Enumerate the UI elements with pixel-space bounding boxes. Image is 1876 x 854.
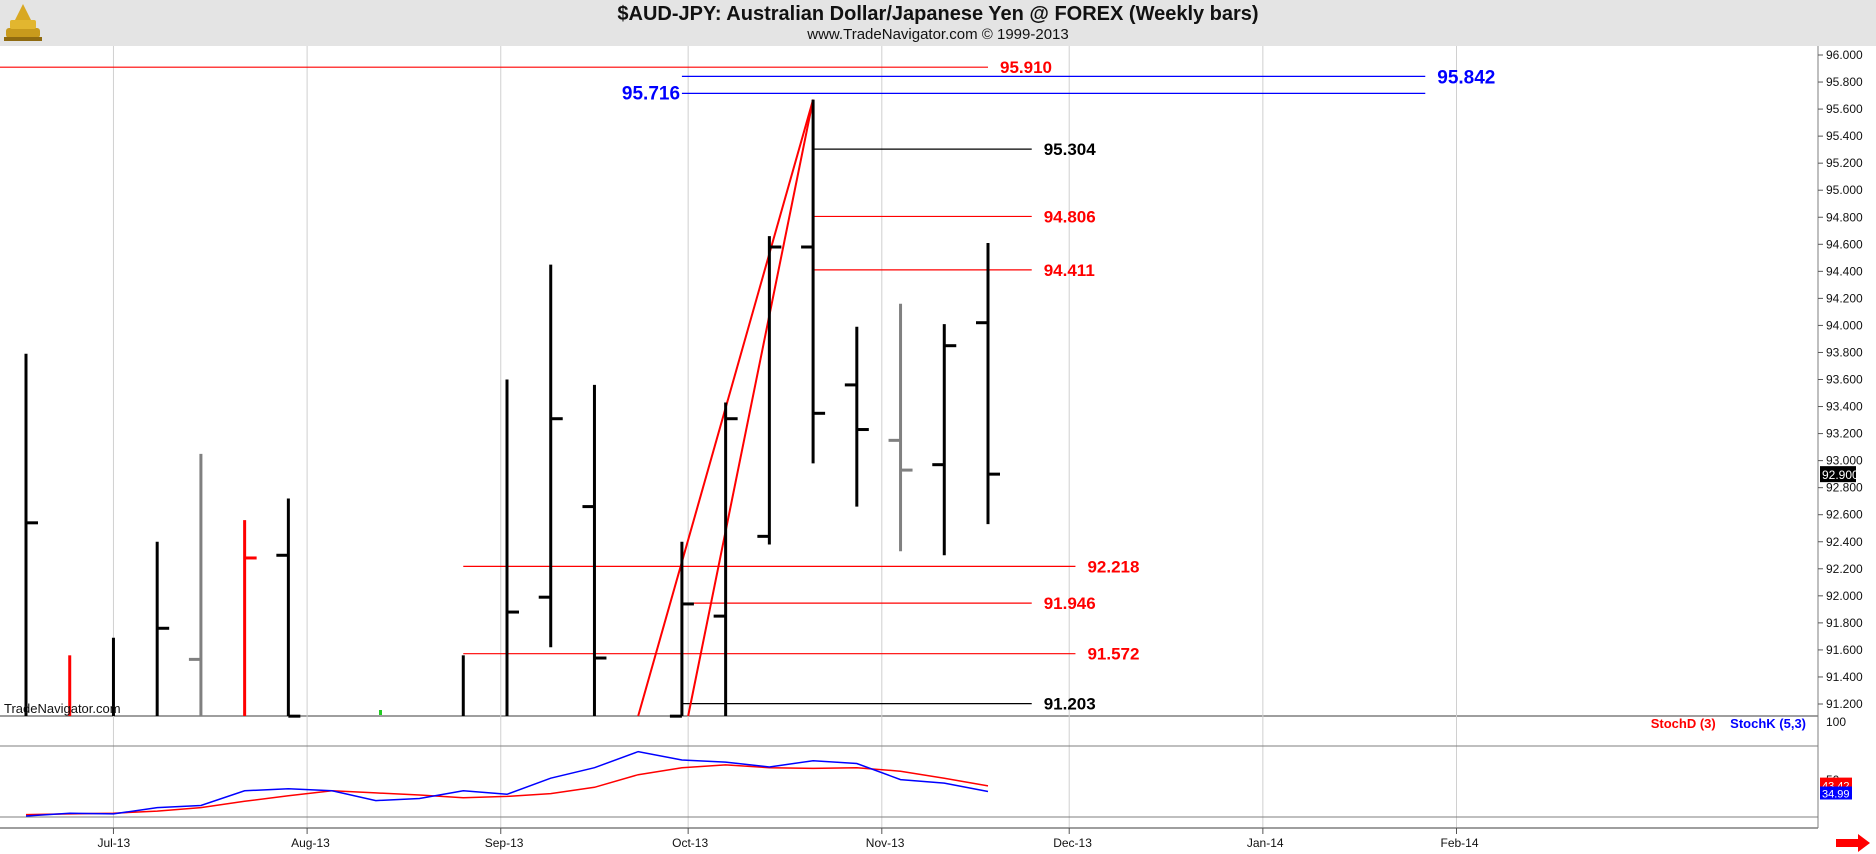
level-label-91.572: 91.572 xyxy=(1087,645,1139,664)
ohlc-bar xyxy=(505,379,519,716)
price-grid xyxy=(0,46,1819,828)
price-tick-label: 93.400 xyxy=(1826,400,1863,414)
ohlc-bar xyxy=(582,384,607,716)
ohlc-bar xyxy=(24,353,38,716)
stoch-d-legend: StochD (3) xyxy=(1650,716,1716,731)
stoch-k-value-box xyxy=(1820,786,1852,800)
price-tick-label: 95.600 xyxy=(1826,102,1863,116)
price-tick-label: 92.000 xyxy=(1826,589,1863,603)
trade-navigator-logo-icon xyxy=(4,4,42,41)
ohlc-bar xyxy=(669,541,694,718)
scroll-right-arrow-icon[interactable] xyxy=(1836,834,1870,852)
date-tick-label: Nov-13 xyxy=(866,836,905,850)
level-label-95.304: 95.304 xyxy=(1044,140,1097,159)
last-price-box xyxy=(1820,466,1856,483)
watermark-text: TradeNavigator.com xyxy=(4,701,121,716)
indicator-legend: StochD (3) StochK (5,3) xyxy=(1651,716,1806,731)
price-tick-label: 91.200 xyxy=(1826,697,1863,711)
date-tick-label: Sep-13 xyxy=(485,836,524,850)
chart-subtitle: www.TradeNavigator.com © 1999-2013 xyxy=(807,26,1069,43)
ohlc-bar xyxy=(276,498,301,718)
level-label-95.716: 95.716 xyxy=(622,83,680,104)
price-tick-label: 95.400 xyxy=(1826,129,1863,143)
date-tick-label: Jan-14 xyxy=(1247,836,1284,850)
ohlc-bar xyxy=(801,99,826,464)
ohlc-bar xyxy=(188,453,203,716)
last-price-label: 92.900 xyxy=(1822,468,1859,482)
price-axis: 96.000 95.800 95.600 95.400 95.200 95.000 94.8… xyxy=(1818,48,1863,711)
price-tick-label: 95.200 xyxy=(1826,156,1863,170)
level-label-95.842: 95.842 xyxy=(1437,67,1495,88)
price-bars xyxy=(24,99,1000,718)
price-tick-label: 95.800 xyxy=(1826,75,1863,89)
price-tick-label: 96.000 xyxy=(1826,48,1863,62)
price-tick-label: 92.400 xyxy=(1826,535,1863,549)
stoch-line-blue xyxy=(25,750,989,817)
price-tick-label: 94.200 xyxy=(1826,291,1863,305)
trendline xyxy=(687,99,815,717)
stoch-line-red xyxy=(25,764,989,816)
price-tick-label: 92.200 xyxy=(1826,562,1863,576)
ohlc-bar xyxy=(713,402,738,716)
date-tick-label: Feb-14 xyxy=(1441,836,1479,850)
level-label-91.946: 91.946 xyxy=(1044,594,1096,613)
price-tick-label: 93.600 xyxy=(1826,373,1863,387)
level-label-91.203: 91.203 xyxy=(1044,695,1096,714)
price-tick-label: 92.600 xyxy=(1826,508,1863,522)
price-tick-label: 93.800 xyxy=(1826,345,1863,359)
price-tick-label: 91.800 xyxy=(1826,616,1863,630)
date-axis: Jul-13 Aug-13 Sep-13 Oct-13 Nov-13 Dec-13 Jan-… xyxy=(97,828,1479,850)
price-tick-label: 94.800 xyxy=(1826,210,1863,224)
ohlc-bar xyxy=(243,520,257,716)
stoch-k-legend: StochK (5,3) xyxy=(1730,716,1806,731)
stochastic-panel: 1005043.4234.99 xyxy=(0,715,1852,829)
level-label-95.910: 95.910 xyxy=(1000,58,1052,77)
green-marker xyxy=(379,710,382,715)
stoch-tick-label: 100 xyxy=(1826,715,1846,729)
ohlc-bar xyxy=(538,264,563,648)
price-tick-label: 91.600 xyxy=(1826,643,1863,657)
level-label-94.411: 94.411 xyxy=(1044,261,1095,280)
date-tick-label: Dec-13 xyxy=(1053,836,1092,850)
price-tick-label: 93.000 xyxy=(1826,454,1863,468)
price-tick-label: 91.400 xyxy=(1826,670,1863,684)
level-label-92.218: 92.218 xyxy=(1087,557,1139,576)
price-tick-label: 92.800 xyxy=(1826,481,1863,495)
date-tick-label: Aug-13 xyxy=(291,836,330,850)
ohlc-bar xyxy=(757,236,782,545)
price-tick-label: 93.200 xyxy=(1826,427,1863,441)
ohlc-bar xyxy=(844,326,869,507)
price-tick-label: 94.000 xyxy=(1826,318,1863,332)
level-label-94.806: 94.806 xyxy=(1044,207,1096,226)
date-tick-label: Oct-13 xyxy=(672,836,708,850)
ohlc-bar xyxy=(155,541,170,716)
stoch-k-value-label: 34.99 xyxy=(1822,789,1850,801)
date-tick-label: Jul-13 xyxy=(97,836,130,850)
ohlc-bar xyxy=(932,324,957,556)
chart-title: $AUD-JPY: Australian Dollar/Japanese Yen… xyxy=(617,3,1259,25)
ohlc-bar xyxy=(976,242,1000,525)
price-tick-label: 94.400 xyxy=(1826,264,1863,278)
price-tick-label: 95.000 xyxy=(1826,183,1863,197)
ohlc-bar xyxy=(888,303,913,552)
price-tick-label: 94.600 xyxy=(1826,237,1863,251)
chart-header: $AUD-JPY: Australian Dollar/Japanese Yen… xyxy=(0,0,1876,46)
price-levels: 95.910 95.842 95.716 95.304 94.806 94.411 92.2… xyxy=(0,58,1495,714)
